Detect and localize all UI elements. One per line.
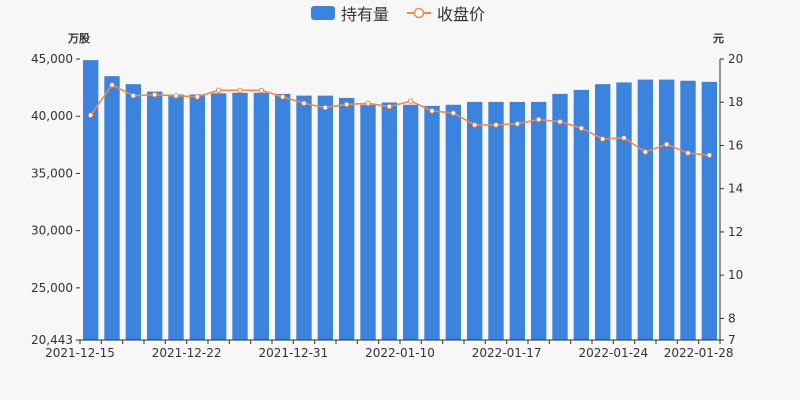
holdings-bar xyxy=(658,79,675,340)
holdings-bar xyxy=(573,89,590,340)
x-tick-label: 2022-01-17 xyxy=(472,346,542,360)
holdings-bar xyxy=(104,76,120,340)
holdings-bar xyxy=(125,84,142,340)
holdings-bar xyxy=(466,101,483,340)
price-point xyxy=(173,93,179,99)
right-tick-label: 18 xyxy=(728,95,743,109)
x-tick-label: 2022-01-24 xyxy=(578,346,648,360)
price-point xyxy=(343,101,350,108)
price-point xyxy=(407,98,414,104)
holdings-bar xyxy=(381,102,398,340)
holdings-bar xyxy=(146,91,163,341)
right-tick-label: 20 xyxy=(728,52,743,66)
left-tick-label: 45,000 xyxy=(31,52,73,66)
left-axis-unit: 万股 xyxy=(67,32,91,45)
holdings-bar xyxy=(488,101,504,340)
price-line xyxy=(90,83,710,156)
holdings-bar xyxy=(552,93,568,340)
x-tick-label: 2022-01-10 xyxy=(365,346,435,360)
price-point xyxy=(151,91,158,98)
x-tick-label: 2021-12-15 xyxy=(45,346,115,360)
legend-item-price[interactable]: 收盘价 xyxy=(407,5,485,24)
holdings-bar xyxy=(530,101,547,340)
right-tick-label: 12 xyxy=(728,225,743,239)
price-point xyxy=(685,150,691,156)
holdings-bar xyxy=(360,104,376,341)
price-point xyxy=(87,112,94,118)
price-point xyxy=(130,93,137,99)
holdings-bar xyxy=(594,84,611,340)
price-point xyxy=(237,87,243,94)
price-line-series xyxy=(87,82,713,158)
price-point xyxy=(109,82,115,88)
left-tick-label: 20,443 xyxy=(31,333,73,347)
price-point xyxy=(557,118,563,125)
price-point xyxy=(429,108,435,114)
price-point xyxy=(279,94,286,100)
legend-line-marker xyxy=(413,7,425,19)
right-axis-ticks: 7 8 10 12 14 16 18 20 xyxy=(719,52,743,347)
x-axis: 2021-12-15 2021-12-22 2021-12-31 2022-01-10… xyxy=(45,339,734,360)
right-tick-label: 10 xyxy=(728,268,743,282)
price-point xyxy=(365,100,371,107)
x-tick-label: 2021-12-31 xyxy=(258,346,328,360)
holdings-bar xyxy=(402,104,419,341)
left-tick-label: 30,000 xyxy=(31,224,73,238)
price-point xyxy=(386,103,393,110)
price-point xyxy=(599,136,606,142)
holdings-bar xyxy=(317,95,334,340)
left-tick-label: 25,000 xyxy=(31,281,73,295)
price-point xyxy=(578,125,585,131)
x-tick-label: 2022-01-28 xyxy=(664,346,734,360)
holdings-bar xyxy=(637,79,654,340)
left-tick-label: 35,000 xyxy=(31,166,73,180)
legend[interactable]: 持有量 收盘价 xyxy=(311,5,485,24)
holdings-bar xyxy=(168,94,184,341)
price-point xyxy=(258,87,265,94)
holdings-bars xyxy=(82,60,718,341)
holdings-bar xyxy=(616,82,632,340)
right-tick-label: 8 xyxy=(728,311,736,325)
right-axis-unit: 元 xyxy=(713,32,724,45)
price-point xyxy=(621,135,627,141)
legend-label-holdings: 持有量 xyxy=(341,5,389,24)
holdings-bar xyxy=(253,92,270,340)
holdings-bar xyxy=(338,97,355,341)
holdings-bar xyxy=(424,105,440,340)
right-tick-label: 14 xyxy=(728,182,743,196)
price-point xyxy=(642,149,649,155)
holdings-bar xyxy=(232,92,248,340)
holdings-bar xyxy=(296,95,312,340)
holdings-bar xyxy=(509,101,526,340)
holdings-bar xyxy=(210,93,227,340)
holdings-bar xyxy=(189,94,206,341)
price-point xyxy=(514,121,521,127)
holdings-bar xyxy=(274,93,291,340)
x-tick-label: 2021-12-22 xyxy=(152,346,222,360)
legend-item-holdings[interactable]: 持有量 xyxy=(311,5,389,24)
left-tick-label: 40,000 xyxy=(31,109,73,123)
price-point xyxy=(663,141,670,148)
legend-bar-swatch xyxy=(311,6,335,20)
right-tick-label: 16 xyxy=(728,138,743,152)
price-point xyxy=(535,116,542,123)
price-point xyxy=(450,110,457,116)
price-point xyxy=(194,94,201,100)
legend-label-price: 收盘价 xyxy=(437,5,485,24)
holdings-bar xyxy=(82,60,99,340)
price-point xyxy=(706,152,713,158)
holdings-bar xyxy=(445,104,462,341)
holdings-bar xyxy=(680,80,696,340)
holdings-bar xyxy=(701,81,718,340)
price-point xyxy=(322,104,329,111)
price-point xyxy=(493,122,499,128)
price-point xyxy=(301,100,307,107)
left-axis-ticks: 20,443 25,000 30,000 35,000 40,000 45,000 xyxy=(31,52,80,347)
price-point xyxy=(471,122,478,128)
right-tick-label: 7 xyxy=(728,333,736,347)
price-point xyxy=(215,87,222,94)
